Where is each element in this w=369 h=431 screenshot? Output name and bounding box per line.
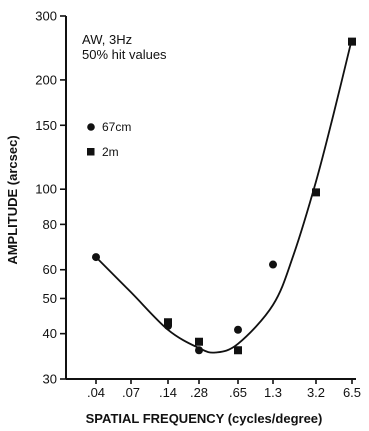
y-axis-title: AMPLITUDE (arcsec)	[5, 135, 20, 264]
point-2m-0.65	[234, 346, 242, 355]
point-2m-6.5	[348, 37, 356, 46]
point-2m-0.14	[164, 318, 172, 327]
x-tick-label-6.5: 6.5	[343, 385, 361, 400]
y-tick-label-80: 80	[43, 217, 57, 232]
point-67cm-1.3	[269, 260, 277, 269]
data-points	[92, 37, 356, 355]
legend: 67cm 2m	[87, 120, 131, 159]
point-67cm-0.28	[195, 346, 203, 355]
point-67cm-0.65	[234, 325, 242, 334]
point-67cm-0.04	[92, 253, 100, 262]
fit-curve	[95, 38, 353, 354]
point-2m-0.28	[195, 337, 203, 346]
annotation-line-2: 50% hit values	[82, 47, 167, 62]
y-tick-label-40: 40	[43, 326, 57, 341]
x-tick-label-.65: .65	[229, 385, 247, 400]
legend-marker-2m	[87, 148, 95, 156]
x-tick-label-.14: .14	[159, 385, 177, 400]
axes	[65, 16, 356, 380]
x-tick-label-3.2: 3.2	[307, 385, 325, 400]
y-tick-label-300: 300	[35, 9, 57, 24]
x-tick-label-.07: .07	[122, 385, 140, 400]
legend-label-2m: 2m	[102, 145, 119, 159]
x-tick-label-1.3: 1.3	[264, 385, 282, 400]
legend-label-67cm: 67cm	[102, 120, 131, 134]
y-tick-label-150: 150	[35, 118, 57, 133]
y-tick-label-30: 30	[43, 372, 57, 387]
fit-curve-group	[95, 38, 353, 354]
annotation-line-1: AW, 3Hz	[82, 32, 132, 47]
y-tick-label-200: 200	[35, 72, 57, 87]
x-tick-label-.04: .04	[87, 385, 105, 400]
y-tick-label-50: 50	[43, 291, 57, 306]
y-tick-label-60: 60	[43, 262, 57, 277]
x-axis-title: SPATIAL FREQUENCY (cycles/degree)	[86, 411, 323, 426]
point-2m-3.2	[312, 188, 320, 197]
legend-marker-67cm	[87, 123, 95, 131]
x-tick-label-.28: .28	[190, 385, 208, 400]
y-tick-label-100: 100	[35, 182, 57, 197]
ticks: 30 40 50 60 80 100 150 200 300 .04 .07 .14 .28 .65 1.3…	[35, 9, 361, 401]
